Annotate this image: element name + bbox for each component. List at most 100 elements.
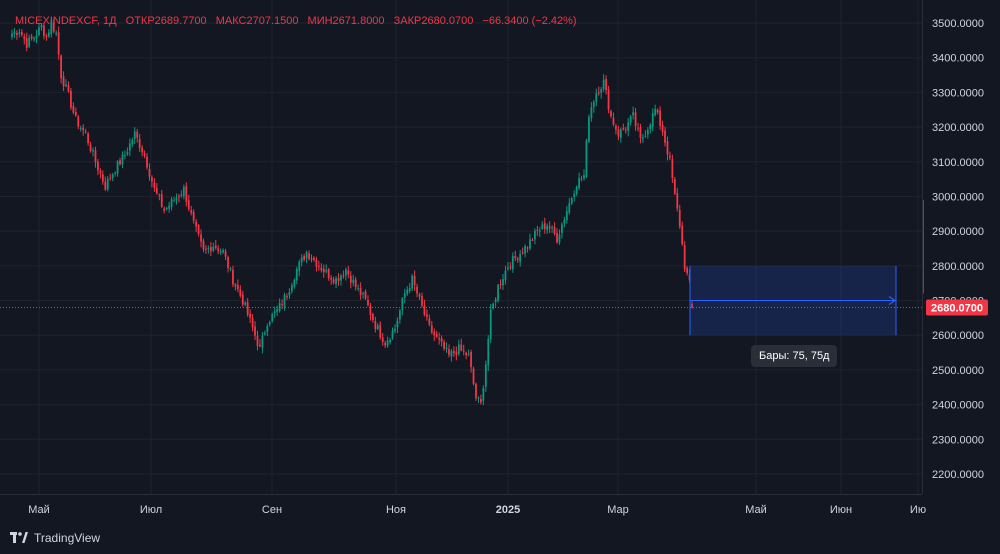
y-tick-label: 3300.0000 xyxy=(932,87,984,99)
candle-body xyxy=(197,225,200,234)
candle-body xyxy=(97,161,99,171)
x-tick-label: Июл xyxy=(140,504,162,516)
candle-body xyxy=(121,154,124,165)
x-tick-label: Май xyxy=(745,504,767,516)
candle-body xyxy=(106,179,109,190)
candle-body xyxy=(394,328,396,331)
candle-body xyxy=(330,277,333,280)
candle-body xyxy=(386,340,389,347)
candle-body xyxy=(87,133,90,144)
candle-body xyxy=(448,349,450,355)
y-tick-label: 3100.0000 xyxy=(932,157,984,169)
candle-body xyxy=(158,194,161,196)
last-price-label: 2680.0700 xyxy=(931,302,983,314)
candle-body xyxy=(25,38,28,48)
tradingview-logo[interactable]: TradingView xyxy=(10,531,100,545)
candle-body xyxy=(232,269,234,285)
candle-body xyxy=(489,309,492,340)
candle-body xyxy=(300,257,303,263)
candle-body xyxy=(357,287,360,289)
candle-body xyxy=(556,233,558,243)
candles xyxy=(11,17,693,406)
candle-body xyxy=(369,305,372,315)
candle-body xyxy=(428,318,431,325)
candle-body xyxy=(295,268,298,281)
candle-body xyxy=(529,239,531,249)
candle-body xyxy=(477,397,480,399)
candle-body xyxy=(241,294,244,305)
candle-body xyxy=(573,194,576,197)
candle-body xyxy=(455,351,458,355)
candle-body xyxy=(651,113,654,127)
candle-body xyxy=(217,248,220,252)
candle-body xyxy=(160,194,163,207)
candle-body xyxy=(403,293,406,298)
candle-body xyxy=(261,336,264,348)
candle-body xyxy=(639,127,642,139)
candle-body xyxy=(656,109,659,113)
candle-body xyxy=(151,177,153,182)
candle-body xyxy=(219,251,222,253)
candle-body xyxy=(101,174,104,182)
candle-body xyxy=(453,351,455,354)
x-tick-label: Мар xyxy=(607,504,629,516)
candle-body xyxy=(74,111,77,116)
candle-body xyxy=(531,239,534,241)
candle-body xyxy=(408,288,411,292)
y-tick-label: 2200.0000 xyxy=(932,469,984,481)
candle-body xyxy=(629,116,632,123)
candle-body xyxy=(239,289,242,296)
candle-body xyxy=(305,252,308,259)
candle-body xyxy=(236,285,239,290)
candle-body xyxy=(678,209,681,227)
candle-body xyxy=(77,116,80,127)
candle-body xyxy=(57,32,60,55)
candle-body xyxy=(585,140,588,177)
candle-body xyxy=(16,32,18,35)
candle-body xyxy=(28,37,31,47)
candle-body xyxy=(317,265,320,267)
candle-body xyxy=(89,144,92,152)
candle-body xyxy=(180,194,183,197)
candle-body xyxy=(546,225,549,231)
candle-body xyxy=(322,268,325,273)
candle-body xyxy=(543,223,546,230)
candle-body xyxy=(516,258,519,260)
candle-body xyxy=(683,245,686,270)
candle-body xyxy=(597,92,600,94)
candle-body xyxy=(175,197,178,201)
candle-body xyxy=(374,320,377,329)
candle-body xyxy=(187,200,190,210)
candle-body xyxy=(460,344,463,351)
price-chart[interactable]: 3500.0000 3400.0000 3300.0000 3200.0000 3100… xyxy=(0,0,1000,522)
candle-body xyxy=(347,270,350,275)
candle-body xyxy=(450,351,453,357)
last-price-label-bg xyxy=(926,299,988,316)
y-tick-label: 3400.0000 xyxy=(932,53,984,65)
candle-body xyxy=(637,127,639,129)
candle-body xyxy=(691,304,693,308)
candle-body xyxy=(649,124,652,130)
legend-symbol: MICEXINDEXCF, 1Д xyxy=(15,15,117,27)
candle-body xyxy=(462,350,465,352)
candle-body xyxy=(288,292,291,296)
candle-body xyxy=(168,205,171,209)
y-tick-label: 2600.0000 xyxy=(932,330,984,342)
candle-body xyxy=(681,225,684,245)
candle-body xyxy=(396,320,399,328)
candle-body xyxy=(511,256,514,270)
candle-body xyxy=(467,353,470,355)
candle-body xyxy=(195,221,198,227)
candle-body xyxy=(470,352,472,368)
legend-open-label: ОТКР xyxy=(125,15,155,27)
candle-body xyxy=(263,332,266,335)
candle-body xyxy=(72,106,75,113)
tradingview-brand-name: TradingView xyxy=(34,531,101,545)
candle-body xyxy=(612,117,615,125)
candle-body xyxy=(646,129,649,135)
candle-body xyxy=(109,178,112,180)
candle-body xyxy=(676,193,679,209)
legend-high-value: 2707.1500 xyxy=(246,15,299,27)
y-tick-label: 2900.0000 xyxy=(932,226,984,238)
candle-body xyxy=(131,140,134,145)
